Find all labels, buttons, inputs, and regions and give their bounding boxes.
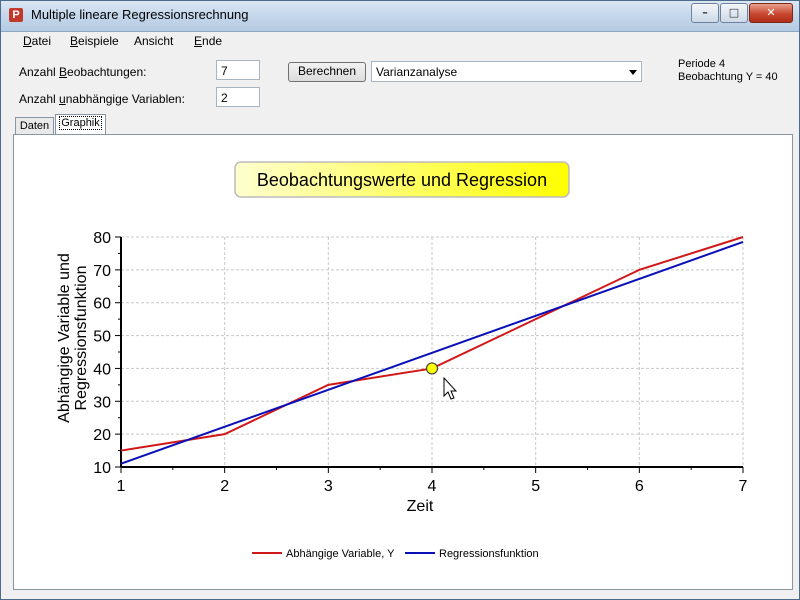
y-tick-label: 60 [93, 296, 111, 313]
minimize-button[interactable]: – [691, 3, 719, 23]
title-bar[interactable]: P Multiple lineare Regressionsrechnung –… [1, 1, 799, 32]
app-icon: P [9, 8, 23, 22]
chart-title-box: Beobachtungswerte und Regression [234, 161, 570, 198]
beobachtungen-input[interactable]: 7 [216, 60, 260, 80]
x-tick-label: 4 [428, 478, 437, 495]
analysis-select[interactable]: Varianzanalyse [371, 61, 642, 82]
mouse-cursor-icon [443, 376, 458, 400]
menu-ende[interactable]: Ende [194, 34, 223, 48]
menu-ansicht[interactable]: Ansicht [134, 34, 174, 48]
y-tick-label: 20 [93, 427, 111, 444]
close-button[interactable]: ✕ [749, 3, 793, 23]
x-tick-label: 3 [324, 478, 333, 495]
x-axis-label: Zeit [407, 498, 434, 515]
tab-daten[interactable]: Daten [15, 117, 54, 135]
analysis-select-value: Varianzanalyse [376, 65, 458, 79]
window-title: Multiple lineare Regressionsrechnung [31, 7, 249, 22]
chevron-down-icon [629, 70, 637, 75]
y-tick-label: 80 [93, 230, 111, 247]
maximize-button[interactable]: □ [720, 3, 748, 23]
y-tick-label: 30 [93, 394, 111, 411]
period-line: Periode 4 [678, 58, 726, 70]
chart-title: Beobachtungswerte und Regression [257, 170, 547, 190]
x-tick-label: 2 [220, 478, 229, 495]
tab-graphik[interactable]: Graphik [55, 114, 106, 135]
menu-bar: Datei Beispiele Ansicht Ende [9, 32, 793, 52]
y-axis-label-line1: Abhängige Variable und [56, 253, 73, 423]
variablen-label: Anzahl unabhängige Variablen: [19, 92, 185, 106]
y-axis-label-line2: Regressionsfunktion [73, 266, 90, 411]
variablen-input[interactable]: 2 [216, 87, 260, 107]
observation-line: Beobachtung Y = 40 [678, 71, 778, 83]
beobachtungen-label: Anzahl Beobachtungen: [19, 65, 147, 79]
y-tick-label: 40 [93, 361, 111, 378]
berechnen-button[interactable]: Berechnen [288, 62, 366, 82]
period-info: Periode 4 Beobachtung Y = 40 [678, 58, 778, 84]
y-tick-label: 50 [93, 329, 111, 346]
legend-label: Regressionsfunktion [439, 548, 539, 560]
chart-legend: Abhängige Variable, Y Regressionsfunktion [252, 548, 539, 560]
x-tick-label: 6 [635, 478, 644, 495]
menu-beispiele[interactable]: Beispiele [70, 34, 119, 48]
y-tick-label: 10 [93, 460, 111, 477]
series-line-regression [120, 240, 744, 465]
x-tick-label: 1 [117, 478, 126, 495]
y-tick-label: 70 [93, 263, 111, 280]
regression-chart: Beobachtungswerte und Regression 10 20 30 4… [56, 161, 748, 560]
graphik-panel: Beobachtungswerte und Regression 10 20 30 4… [13, 134, 793, 590]
highlighted-point [425, 362, 439, 375]
menu-datei[interactable]: Datei [23, 34, 52, 48]
x-tick-label: 5 [531, 478, 540, 495]
x-tick-label: 7 [739, 478, 748, 495]
legend-label: Abhängige Variable, Y [286, 548, 395, 560]
